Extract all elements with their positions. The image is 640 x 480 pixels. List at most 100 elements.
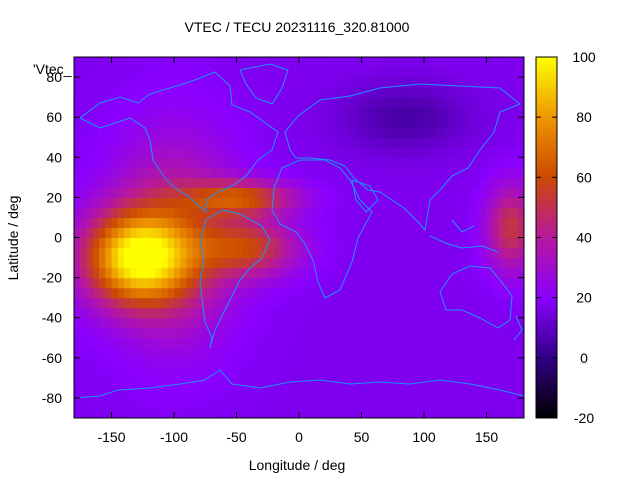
heatmap-cell	[330, 67, 338, 78]
heatmap-cell	[111, 277, 119, 289]
heatmap-cell	[267, 357, 275, 369]
heatmap-cell	[224, 297, 231, 309]
heatmap-cell	[349, 97, 356, 108]
heatmap-cell	[199, 127, 206, 138]
heatmap-cell	[124, 307, 131, 319]
heatmap-cell	[249, 257, 256, 269]
heatmap-cell	[155, 247, 163, 259]
heatmap-cell	[124, 247, 131, 259]
heatmap-cell	[124, 347, 131, 359]
heatmap-cell	[392, 287, 400, 299]
heatmap-cell	[399, 297, 406, 309]
y-tick-label: -40	[42, 310, 62, 326]
heatmap-cell	[430, 337, 438, 349]
heatmap-cell	[461, 257, 469, 269]
heatmap-cell	[99, 267, 106, 279]
heatmap-cell	[411, 307, 419, 319]
heatmap-cell	[355, 77, 363, 88]
heatmap-cell	[380, 207, 388, 219]
heatmap-cell	[261, 367, 269, 379]
heatmap-cell	[355, 277, 363, 289]
heatmap-cell	[124, 167, 131, 178]
heatmap-cell	[392, 367, 400, 379]
heatmap-cell	[267, 247, 275, 259]
heatmap-cell	[367, 137, 375, 148]
coastlines	[74, 63, 524, 399]
heatmap-cell	[492, 197, 500, 209]
heatmap-cell	[86, 187, 94, 198]
heatmap-cell	[130, 207, 138, 219]
heatmap-cell	[236, 167, 244, 178]
heatmap-cell	[461, 387, 469, 399]
heatmap-cell	[499, 67, 506, 78]
heatmap-cell	[205, 307, 213, 319]
heatmap-cell	[161, 297, 169, 309]
heatmap-cell	[511, 357, 519, 369]
heatmap-cell	[149, 377, 156, 389]
heatmap-cell	[217, 287, 225, 299]
heatmap-cell	[467, 207, 475, 219]
heatmap-cell	[224, 127, 231, 138]
heatmap-cell	[486, 227, 494, 239]
heatmap-cell	[436, 327, 444, 339]
heatmap-cell	[111, 237, 119, 249]
heatmap-cell	[80, 217, 88, 229]
heatmap-cell	[374, 167, 381, 178]
heatmap-cell	[274, 117, 281, 128]
heatmap-cell	[136, 297, 144, 309]
heatmap-cell	[255, 347, 263, 359]
heatmap-cell	[236, 407, 244, 418]
heatmap-cell	[436, 137, 444, 148]
heatmap-cell	[255, 77, 263, 88]
heatmap-cell	[180, 97, 188, 108]
heatmap-cell	[436, 97, 444, 108]
heatmap-cell	[99, 287, 106, 299]
heatmap-cell	[136, 407, 144, 418]
heatmap-cell	[417, 217, 425, 229]
heatmap-cell	[455, 87, 463, 98]
heatmap-cell	[174, 227, 181, 239]
heatmap-cell	[261, 397, 269, 409]
heatmap-cell	[211, 357, 219, 369]
heatmap-cell	[274, 397, 281, 409]
y-tick-label: -20	[42, 270, 62, 286]
heatmap-cell	[280, 297, 288, 309]
heatmap-cell	[167, 167, 175, 178]
heatmap-cell	[517, 367, 524, 379]
heatmap-cell	[317, 337, 325, 349]
heatmap-cell	[430, 187, 438, 198]
heatmap-cell	[286, 57, 294, 68]
heatmap-cell	[192, 127, 200, 138]
heatmap-cell	[167, 87, 175, 98]
heatmap-cell	[461, 217, 469, 229]
heatmap-cell	[230, 387, 238, 399]
heatmap-cell	[305, 277, 313, 289]
heatmap-cell	[361, 357, 369, 369]
heatmap-cell	[374, 267, 381, 279]
heatmap-cell	[499, 257, 506, 269]
heatmap-cell	[467, 217, 475, 229]
heatmap-cell	[449, 57, 456, 68]
heatmap-cell	[374, 157, 381, 168]
heatmap-cell	[399, 197, 406, 209]
heatmap-cell	[430, 267, 438, 279]
heatmap-cell	[149, 407, 156, 418]
heatmap-cell	[136, 267, 144, 279]
heatmap-cell	[317, 317, 325, 329]
heatmap-cell	[74, 237, 81, 249]
heatmap-cell	[486, 357, 494, 369]
heatmap-cell	[386, 147, 394, 158]
heatmap-cell	[461, 357, 469, 369]
heatmap-cell	[305, 177, 313, 188]
heatmap-cell	[242, 357, 250, 369]
heatmap-cell	[236, 367, 244, 379]
heatmap-cell	[505, 87, 513, 98]
heatmap-cell	[267, 147, 275, 158]
heatmap-cell	[224, 337, 231, 349]
heatmap-cell	[149, 397, 156, 409]
heatmap-cell	[261, 187, 269, 198]
heatmap-cell	[261, 347, 269, 359]
heatmap-cell	[80, 197, 88, 209]
heatmap-cell	[205, 377, 213, 389]
